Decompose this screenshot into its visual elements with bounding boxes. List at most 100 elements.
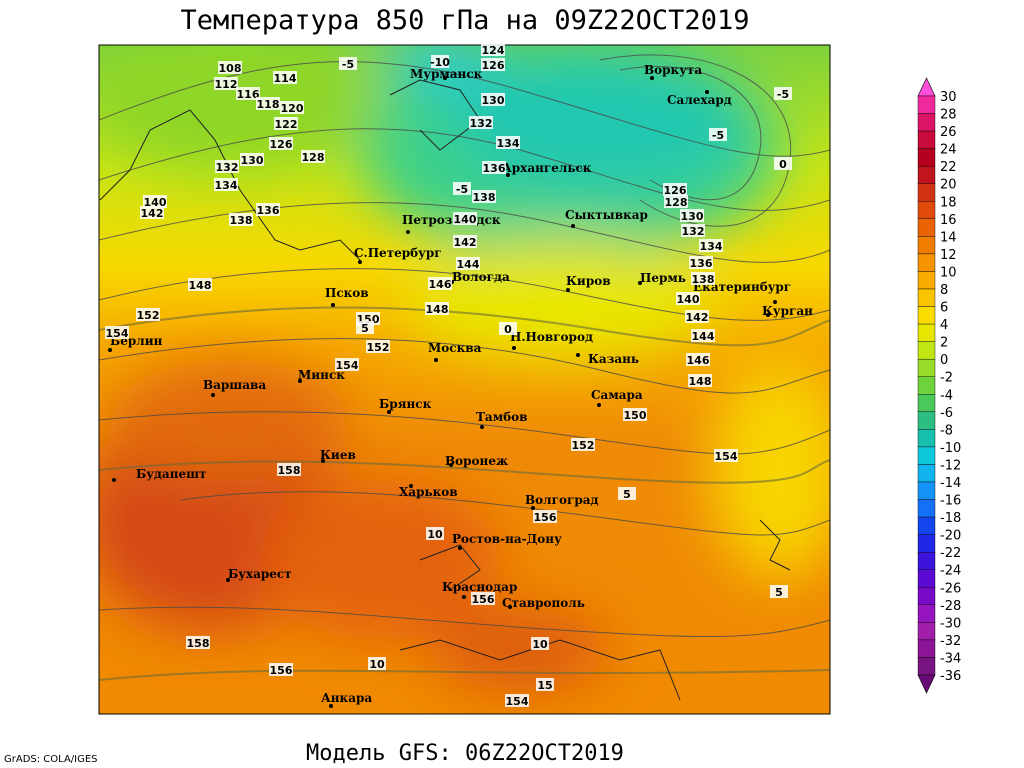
model-line: Модель GFS: 06Z22OCT2019 — [306, 741, 624, 766]
contour-label: 154 — [336, 359, 359, 372]
colorbar-swatch — [917, 604, 936, 623]
contour-label: 156 — [270, 664, 293, 677]
contour-label-box — [236, 87, 260, 100]
contour-label: 152 — [572, 439, 595, 452]
colorbar-swatch — [917, 534, 936, 553]
colorbar-label: 30 — [940, 90, 957, 105]
contour-label-box — [229, 213, 253, 226]
contour-label: 134 — [215, 179, 238, 192]
contour-label-box — [681, 224, 705, 237]
city-dot — [406, 230, 410, 234]
colorbar-swatch — [917, 341, 936, 360]
colorbar-label: -24 — [940, 564, 961, 579]
colorbar-label: -20 — [940, 529, 961, 544]
contour-label-box — [277, 463, 301, 476]
contour-label: 150 — [624, 409, 647, 422]
colorbar-label: -10 — [940, 441, 961, 456]
isotherm-label-box — [774, 157, 792, 170]
city-dot — [531, 506, 535, 510]
city-label: Воркута — [644, 63, 702, 77]
contour-label-box — [453, 235, 477, 248]
contour-label-box — [214, 178, 238, 191]
contour-label-box — [686, 353, 710, 366]
colorbar-swatch — [917, 148, 936, 167]
contour-label-box — [456, 257, 480, 270]
colorbar-swatch — [917, 288, 936, 307]
colorbar-label: 0 — [940, 353, 948, 368]
contour-label: 144 — [692, 330, 715, 343]
contour-label-box — [335, 358, 359, 371]
city-dot — [331, 303, 335, 307]
isotherm-label: 0 — [779, 158, 787, 171]
colorbar-swatch — [917, 236, 936, 255]
contour-label-box — [691, 329, 715, 342]
city-dot — [443, 76, 447, 80]
contour-label-box — [664, 195, 688, 208]
city-label: Воронеж — [445, 454, 508, 468]
contour-label-box — [301, 150, 325, 163]
city-dot — [112, 478, 116, 482]
contour-label-box — [453, 212, 477, 225]
contour-label: 148 — [189, 279, 212, 292]
colorbar-label: -4 — [940, 388, 953, 403]
isotherm-label: 10 — [369, 658, 385, 671]
colorbar: 302826242220181614121086420-2-4-6-8-10-1… — [917, 77, 961, 694]
contour-label: 136 — [483, 162, 506, 175]
city-label: Петрозаводск — [402, 213, 501, 227]
city-dot — [358, 260, 362, 264]
contour-label: 146 — [687, 354, 710, 367]
city-dot — [650, 76, 654, 80]
colorbar-label: 28 — [940, 108, 957, 123]
contour-label-box — [471, 592, 495, 605]
isotherm-label-box — [531, 637, 549, 650]
contour-label: 130 — [482, 94, 505, 107]
city-label: Казань — [588, 352, 639, 366]
isotherm-label: 15 — [537, 679, 552, 692]
isotherm-label-box — [339, 57, 357, 70]
contour-label-box — [428, 277, 452, 290]
contour-label: 118 — [257, 98, 280, 111]
contour-label-box — [688, 374, 712, 387]
isotherm-label-box — [499, 322, 517, 335]
contour-label: 148 — [426, 303, 449, 316]
contour-label: 132 — [682, 225, 705, 238]
colorbar-label: -32 — [940, 634, 961, 649]
city-label: Самара — [591, 388, 643, 402]
colorbar-swatch — [917, 481, 936, 500]
colorbar-label: 4 — [940, 318, 948, 333]
isotherm-label-box — [770, 585, 788, 598]
contour-label: 138 — [692, 273, 715, 286]
contour-label-box — [714, 449, 738, 462]
city-dot — [298, 379, 302, 383]
colorbar-label: -30 — [940, 616, 961, 631]
city-label: Варшава — [203, 378, 266, 392]
colorbar-bottom-arrow — [917, 674, 936, 694]
contour-label-box — [256, 97, 280, 110]
contour-label-box — [280, 101, 304, 114]
city-label: Тамбов — [476, 410, 527, 424]
city-dot — [576, 353, 580, 357]
city-label: Архангельск — [502, 161, 592, 175]
contour-label: 140 — [144, 196, 167, 209]
colorbar-label: 2 — [940, 336, 948, 351]
contour-label: 124 — [482, 44, 505, 57]
contour-label: 144 — [457, 258, 480, 271]
map-title: Температура 850 гПа на 09Z22OCT2019 — [181, 5, 750, 36]
contour-label-box — [663, 183, 687, 196]
city-dot — [480, 425, 484, 429]
contour-label: 126 — [270, 138, 293, 151]
colorbar-label: -22 — [940, 546, 961, 561]
city-label: Киров — [566, 274, 611, 288]
city-dot — [449, 463, 453, 467]
city-dot — [387, 410, 391, 414]
colorbar-label: -34 — [940, 651, 961, 666]
city-label: Мурманск — [410, 67, 483, 81]
isotherm-label-box — [356, 321, 374, 334]
city-label: Москва — [428, 341, 482, 355]
contour-label-box — [481, 93, 505, 106]
colorbar-swatch — [917, 113, 936, 132]
colorbar-label: -18 — [940, 511, 961, 526]
isotherm-label-box — [536, 678, 554, 691]
isotherm-label: -5 — [777, 88, 789, 101]
contour-label-box — [218, 61, 242, 74]
